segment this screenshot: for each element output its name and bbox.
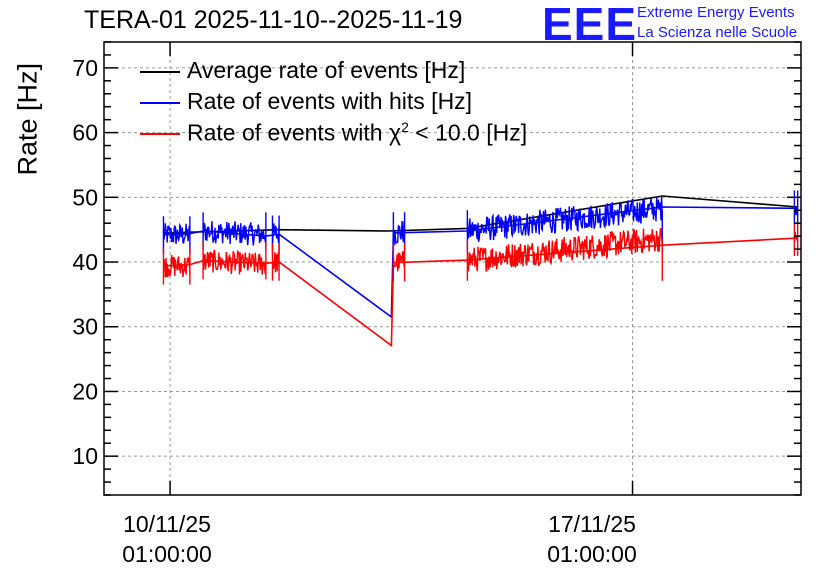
x-tick-date: 17/11/25 xyxy=(548,511,636,537)
y-tick-label: 50 xyxy=(72,184,98,210)
tick-layer: 10 20 30 40 50 60 70 xyxy=(72,41,801,496)
x-tick-time: 01:00:00 xyxy=(547,541,637,567)
series-noise-band xyxy=(202,221,267,246)
y-tick-label: 40 xyxy=(72,249,98,275)
logo-line-2: La Scienza nelle Scuole xyxy=(637,24,798,41)
y-tick-label: 60 xyxy=(72,120,98,146)
legend-chi2-sup: 2 xyxy=(401,119,409,135)
series-chi2 xyxy=(162,222,799,348)
legend-label-hits: Rate of events with hits [Hz] xyxy=(187,88,473,114)
x-tick-date: 10/11/25 xyxy=(123,511,211,537)
legend-chi2-main: Rate of events with χ xyxy=(187,119,402,146)
series-noise-band xyxy=(271,251,280,273)
y-tick-label: 70 xyxy=(72,55,98,81)
series-noise-band xyxy=(162,254,191,278)
legend-swatch-hits xyxy=(140,102,180,104)
x-tick-time: 01:00:00 xyxy=(122,541,212,567)
series-noise-band xyxy=(162,222,191,244)
series-noise-band xyxy=(202,249,267,275)
series-noise-band xyxy=(467,227,663,272)
x-tick-label: 17/11/25 01:00:00 xyxy=(522,509,662,569)
legend-chi2-tail: < 10.0 [Hz] xyxy=(408,119,528,146)
x-tick-label: 10/11/25 01:00:00 xyxy=(97,509,237,569)
y-tick-label: 20 xyxy=(72,378,98,404)
series-noise-band xyxy=(392,220,406,246)
series-line xyxy=(163,195,798,234)
chart-title: TERA-01 2025-11-10--2025-11-19 xyxy=(84,6,463,34)
series-noise-band xyxy=(466,196,663,242)
eee-logo: EEE xyxy=(542,0,638,50)
plot-frame xyxy=(103,41,802,496)
y-axis-label: Rate [Hz] xyxy=(12,62,43,176)
series-layer xyxy=(162,190,799,348)
y-tick-label: 10 xyxy=(72,443,98,469)
series-noise-band xyxy=(271,223,280,244)
series-average xyxy=(163,195,798,234)
legend-swatch-average xyxy=(140,71,180,73)
y-tick-label: 30 xyxy=(72,314,98,340)
logo-line-1: Extreme Energy Events xyxy=(637,4,795,21)
legend-swatch-chi2 xyxy=(140,133,180,135)
legend-label-chi2: Rate of events with χ2 < 10.0 [Hz] xyxy=(187,119,527,147)
legend-label-average: Average rate of events [Hz] xyxy=(187,57,466,83)
series-noise-band xyxy=(392,251,406,272)
